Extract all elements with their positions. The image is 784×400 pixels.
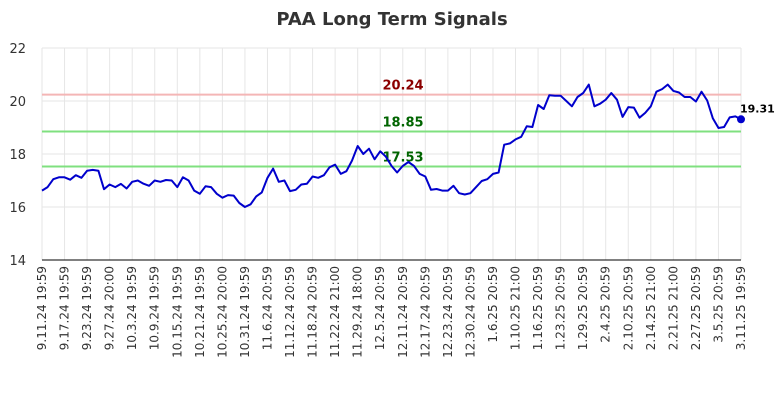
y-axis: 14 16 18 20 22 bbox=[9, 42, 26, 269]
x-tick-label: 10.25.24 20:00 bbox=[215, 266, 229, 358]
x-tick-label: 11.12.24 20:59 bbox=[283, 266, 297, 358]
y-tick-label: 14 bbox=[9, 254, 26, 269]
x-tick-label: 2.4.25 20:59 bbox=[599, 266, 613, 343]
x-axis: 9.11.24 19:59 9.17.24 19:59 9.23.24 19:59 9… bbox=[35, 266, 748, 358]
x-tick-label: 1.10.25 21:00 bbox=[509, 266, 523, 350]
x-tick-label: 9.17.24 19:59 bbox=[58, 266, 72, 350]
x-tick-label: 2.27.25 20:59 bbox=[689, 266, 703, 350]
x-tick-label: 1.29.25 20:59 bbox=[576, 266, 590, 350]
x-tick-label: 12.23.24 20:59 bbox=[441, 266, 455, 358]
x-tick-label: 2.21.25 21:00 bbox=[666, 266, 680, 350]
reference-line-label: 20.24 bbox=[382, 79, 423, 94]
last-point-marker bbox=[737, 115, 745, 124]
x-tick-label: 12.5.24 20:59 bbox=[373, 266, 387, 350]
x-tick-label: 9.27.24 20:00 bbox=[103, 266, 117, 350]
x-tick-label: 11.29.24 18:00 bbox=[351, 266, 365, 358]
reference-lines: 20.24 18.85 17.53 bbox=[42, 79, 741, 168]
x-tick-label: 12.11.24 20:59 bbox=[396, 266, 410, 358]
y-tick-label: 16 bbox=[9, 201, 26, 216]
last-point-label: 19.31 bbox=[740, 102, 775, 115]
x-tick-label: 2.10.25 20:59 bbox=[621, 266, 635, 350]
x-tick-label: 10.3.24 19:59 bbox=[125, 266, 139, 350]
y-tick-label: 20 bbox=[9, 95, 26, 110]
x-tick-label: 9.23.24 19:59 bbox=[80, 266, 94, 350]
x-tick-label: 10.15.24 19:59 bbox=[170, 266, 184, 358]
x-tick-label: 1.6.25 20:59 bbox=[486, 266, 500, 343]
x-tick-label: 9.11.24 19:59 bbox=[35, 266, 49, 350]
x-tick-label: 12.17.24 20:59 bbox=[418, 266, 432, 358]
x-tick-label: 11.18.24 20:59 bbox=[306, 266, 320, 358]
x-tick-label: 10.31.24 19:59 bbox=[238, 266, 252, 358]
series-layer: 19.31 bbox=[41, 83, 775, 208]
chart-title: PAA Long Term Signals bbox=[276, 9, 507, 30]
reference-line-label: 18.85 bbox=[382, 115, 423, 130]
reference-line-label: 17.53 bbox=[382, 150, 423, 165]
x-tick-label: 10.21.24 19:59 bbox=[193, 266, 207, 358]
x-tick-label: 11.22.24 21:00 bbox=[328, 266, 342, 358]
x-tick-label: 11.6.24 20:59 bbox=[260, 266, 274, 350]
x-tick-label: 12.30.24 20:59 bbox=[463, 266, 477, 358]
x-tick-label: 2.14.25 21:00 bbox=[644, 266, 658, 350]
x-tick-label: 3.5.25 20:59 bbox=[711, 266, 725, 343]
y-tick-label: 22 bbox=[9, 42, 26, 57]
x-tick-label: 1.23.25 20:59 bbox=[554, 266, 568, 350]
x-tick-label: 3.11.25 19:59 bbox=[734, 266, 748, 350]
x-tick-label: 10.9.24 19:59 bbox=[148, 266, 162, 350]
x-tick-label: 1.16.25 20:59 bbox=[531, 266, 545, 350]
y-tick-label: 18 bbox=[9, 148, 26, 163]
grid bbox=[41, 47, 742, 261]
series-line bbox=[41, 83, 742, 208]
